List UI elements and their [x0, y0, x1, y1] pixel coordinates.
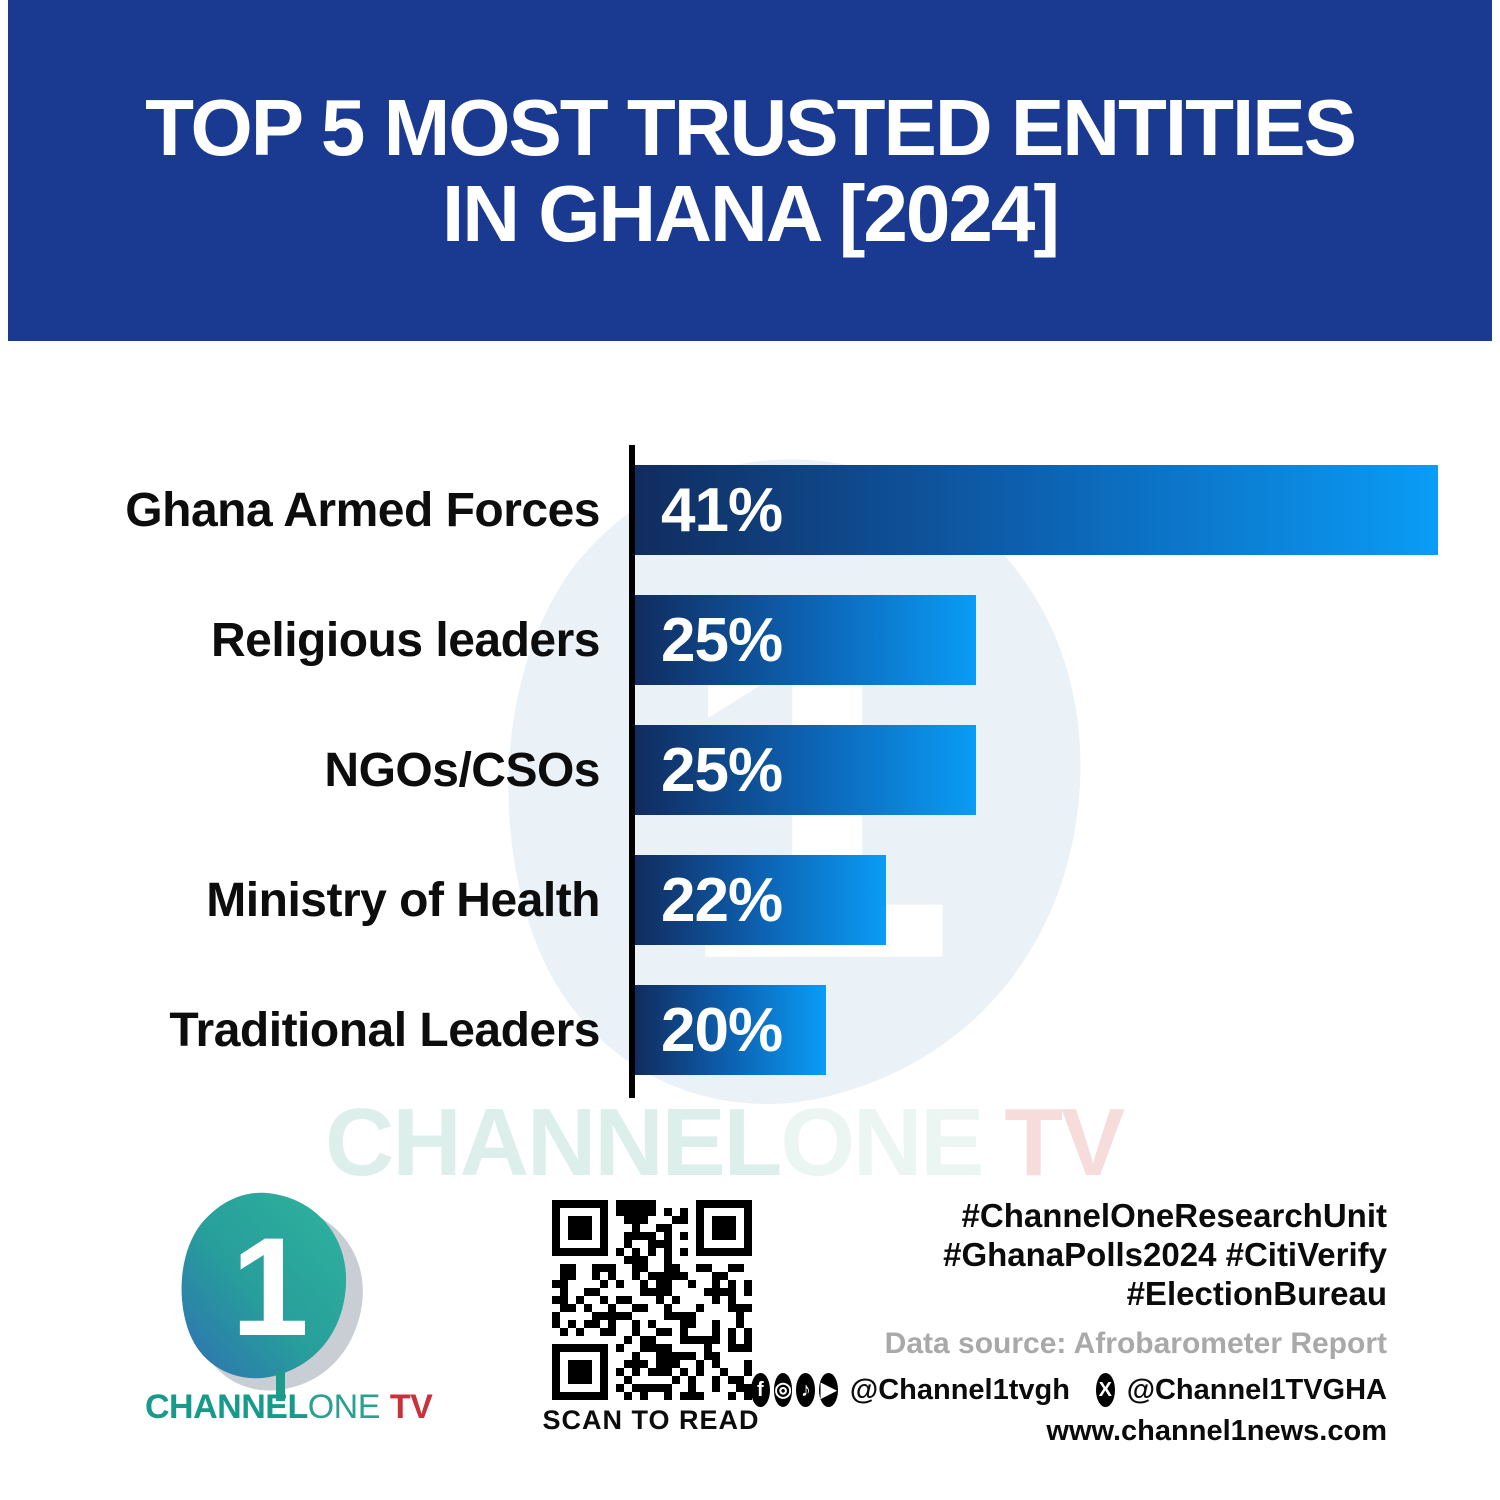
category-label: Ministry of Health — [206, 873, 600, 927]
bar: 22% — [635, 855, 886, 945]
website-url: www.channel1news.com — [1046, 1415, 1387, 1447]
bar: 25% — [635, 595, 976, 685]
category-label: Religious leaders — [211, 613, 600, 667]
category-label: Ghana Armed Forces — [125, 483, 600, 537]
category-label: NGOs/CSOs — [324, 743, 600, 797]
bar: 25% — [635, 725, 976, 815]
footer: 1 CHANNELONE TV SCAN TO READ #ChannelOneR… — [0, 1180, 1500, 1500]
logo-numeral: 1 — [231, 1208, 309, 1365]
value-label: 25% — [661, 605, 783, 675]
social-row: f ◎ ♪ ▶ @Channel1tvgh X @Channel1TVGHA — [747, 1373, 1387, 1407]
logo-wordmark-one: ONE — [307, 1388, 381, 1426]
bar: 20% — [635, 985, 826, 1075]
logo-wordmark-tv: TV — [389, 1388, 433, 1426]
channel-one-tv-watermark: CHANNELONE TV — [325, 1088, 1125, 1198]
tiktok-icon: ♪ — [796, 1373, 816, 1407]
youtube-icon: ▶ — [819, 1373, 838, 1407]
x-icon: X — [1095, 1373, 1115, 1407]
value-label: 20% — [661, 995, 783, 1065]
chart-row: NGOs/CSOs 25% — [0, 725, 1500, 815]
page-title-line1: TOP 5 MOST TRUSTED ENTITIES — [145, 82, 1357, 172]
hashtag-line-3: #ElectionBureau — [1126, 1275, 1387, 1312]
facebook-icon: f — [750, 1373, 770, 1407]
channel-one-tv-logo: 1 — [181, 1192, 363, 1401]
chart-row: Religious leaders 25% — [0, 595, 1500, 685]
logo-wordmark: CHANNELONE TV — [145, 1388, 433, 1427]
hashtag-line-2: #GhanaPolls2024 #CitiVerify — [943, 1236, 1387, 1273]
watermark-one: ONE — [780, 1089, 984, 1196]
chart-row: Ministry of Health 22% — [0, 855, 1500, 945]
value-label: 41% — [661, 475, 783, 545]
value-label: 25% — [661, 735, 783, 805]
chart-row: Ghana Armed Forces 41% — [0, 465, 1500, 555]
value-label: 22% — [661, 865, 783, 935]
instagram-icon: ◎ — [773, 1373, 793, 1407]
chart-row: Traditional Leaders 20% — [0, 985, 1500, 1075]
qr-caption: SCAN TO READ — [542, 1405, 760, 1435]
bar: 41% — [635, 465, 1438, 555]
data-source-text: Data source: Afrobarometer Report — [884, 1327, 1387, 1360]
logo-wordmark-channel: CHANNEL — [145, 1388, 308, 1426]
page-title-line2: IN GHANA [2024] — [441, 168, 1060, 258]
watermark-channel: CHANNEL — [325, 1089, 782, 1196]
watermark-tv: TV — [1004, 1089, 1125, 1196]
header-banner: TOP 5 MOST TRUSTED ENTITIES IN GHANA [20… — [8, 0, 1492, 341]
chart-axis — [629, 445, 635, 1098]
hashtag-line-1: #ChannelOneResearchUnit — [961, 1197, 1387, 1234]
social-handle-1: @Channel1tvgh — [849, 1373, 1070, 1406]
category-label: Traditional Leaders — [169, 1003, 600, 1057]
social-handle-2: @Channel1TVGHA — [1126, 1373, 1387, 1406]
footer-right-block: #ChannelOneResearchUnit #GhanaPolls2024 … — [747, 1196, 1387, 1448]
qr-code-icon — [552, 1200, 752, 1400]
